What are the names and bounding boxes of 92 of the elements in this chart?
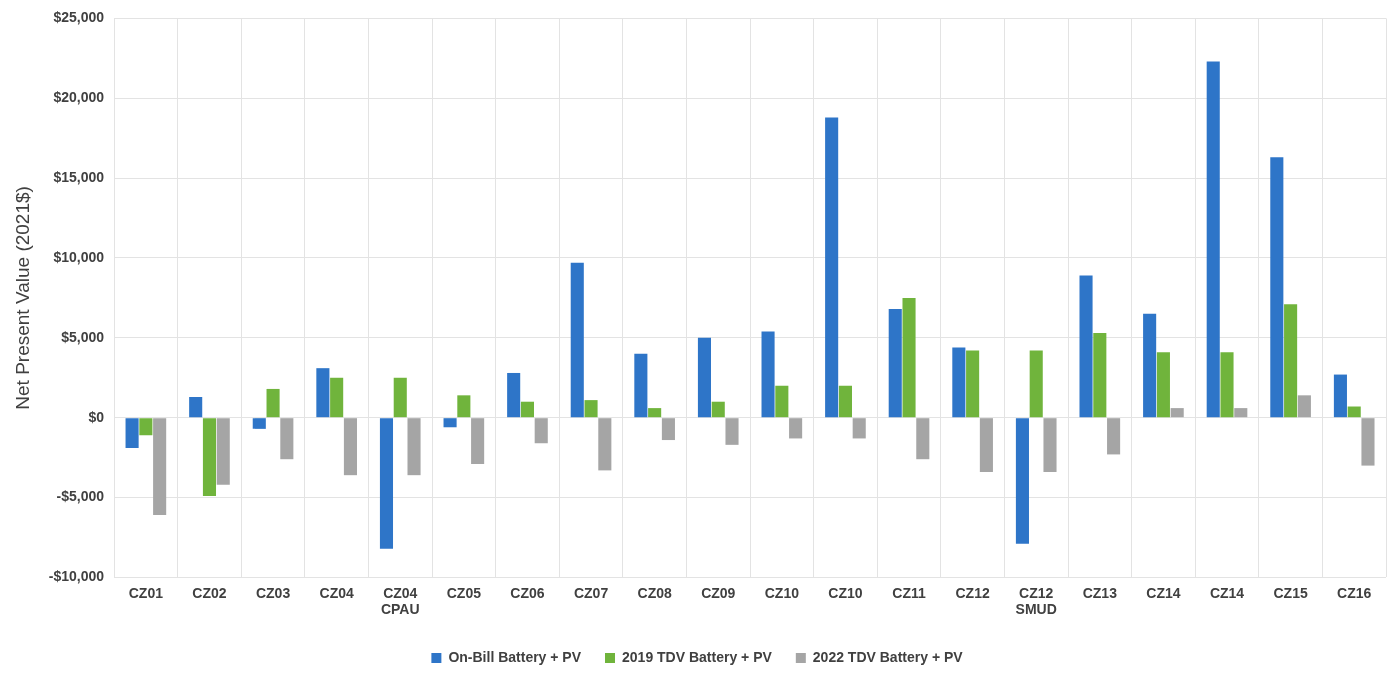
x-tick-label: CZ08	[637, 584, 672, 601]
bar	[1333, 374, 1347, 418]
bar	[534, 418, 548, 444]
bar	[330, 377, 344, 418]
x-tick-label: CZ03	[255, 584, 291, 601]
bar	[838, 385, 852, 418]
bar	[902, 297, 916, 418]
bar	[634, 353, 648, 418]
x-tick-label: CZ11	[892, 584, 926, 601]
bar	[471, 418, 485, 464]
x-tick-label: CZ04 CPAU	[380, 584, 420, 618]
bar	[139, 418, 153, 436]
x-tick-label: CZ14	[1209, 584, 1245, 601]
y-tick-label: -$10,000	[48, 568, 105, 585]
y-tick-label: $10,000	[53, 248, 105, 265]
bar	[1297, 395, 1311, 418]
bar	[916, 418, 930, 460]
bar	[252, 418, 266, 429]
bar	[1156, 352, 1170, 418]
bar	[316, 368, 330, 418]
bar	[125, 418, 139, 449]
bar	[661, 418, 675, 441]
bar	[1347, 406, 1361, 418]
bar	[584, 400, 598, 418]
bar	[1361, 418, 1375, 466]
legend-label: 2019 TDV Battery + PV	[622, 648, 773, 665]
bar	[216, 418, 230, 485]
bar	[761, 331, 775, 418]
bar	[1270, 157, 1284, 418]
legend-label: 2022 TDV Battery + PV	[812, 648, 964, 665]
bar	[343, 418, 357, 476]
legend-label: On-Bill Battery + PV	[448, 648, 582, 665]
x-tick-label: CZ06	[510, 584, 545, 601]
bar	[280, 418, 294, 460]
bar	[825, 117, 839, 418]
bar	[1015, 418, 1029, 544]
bar	[1170, 408, 1184, 418]
y-tick-label: $20,000	[53, 89, 105, 106]
x-tick-label: CZ05	[446, 584, 482, 601]
x-tick-label: CZ12 SMUD	[1015, 584, 1057, 618]
x-tick-label: CZ10	[828, 584, 863, 601]
bar	[598, 418, 612, 471]
bar	[379, 418, 394, 549]
y-tick-label: $0	[88, 408, 105, 425]
bar	[789, 418, 803, 439]
bar	[520, 401, 534, 418]
bar	[725, 418, 739, 445]
bar	[1220, 352, 1234, 418]
bar	[1206, 61, 1220, 418]
bar	[570, 262, 584, 418]
bar	[888, 309, 902, 418]
y-tick-label: $25,000	[53, 9, 105, 26]
bar	[407, 418, 421, 476]
bar	[1234, 408, 1248, 418]
bar	[393, 377, 407, 418]
bar	[952, 347, 966, 418]
x-tick-label: CZ14	[1146, 584, 1181, 601]
bar	[1107, 418, 1121, 455]
bar	[1143, 313, 1157, 418]
bar	[202, 418, 217, 496]
bar	[648, 408, 662, 418]
bar	[979, 418, 993, 472]
x-tick-label: CZ10	[764, 584, 800, 601]
bar	[966, 350, 980, 418]
bar	[443, 418, 457, 428]
x-tick-label: CZ13	[1082, 584, 1118, 601]
bar	[507, 372, 521, 418]
bar	[775, 385, 789, 418]
x-tick-label: CZ12	[955, 584, 990, 601]
bar	[697, 337, 711, 418]
x-tick-label: CZ09	[701, 584, 736, 601]
bar	[1093, 333, 1107, 418]
bar	[153, 418, 167, 516]
bar	[1079, 275, 1093, 418]
x-tick-label: CZ02	[192, 584, 227, 601]
bar	[1043, 418, 1057, 472]
x-tick-label: CZ16	[1337, 584, 1372, 601]
x-tick-label: CZ04	[319, 584, 354, 601]
x-tick-label: CZ01	[128, 584, 164, 601]
bar	[1284, 304, 1298, 418]
bar	[457, 395, 471, 418]
y-tick-label: $15,000	[53, 168, 105, 185]
bar	[266, 388, 280, 418]
bar	[189, 396, 203, 418]
y-tick-label: $5,000	[61, 328, 105, 345]
x-tick-label: CZ15	[1273, 584, 1308, 601]
bar	[711, 401, 725, 418]
bar	[1029, 350, 1043, 418]
bar	[852, 418, 866, 439]
x-tick-label: CZ07	[573, 584, 609, 601]
y-tick-label: -$5,000	[56, 488, 105, 505]
y-axis-title: Net Present Value (2021$)	[11, 186, 33, 410]
